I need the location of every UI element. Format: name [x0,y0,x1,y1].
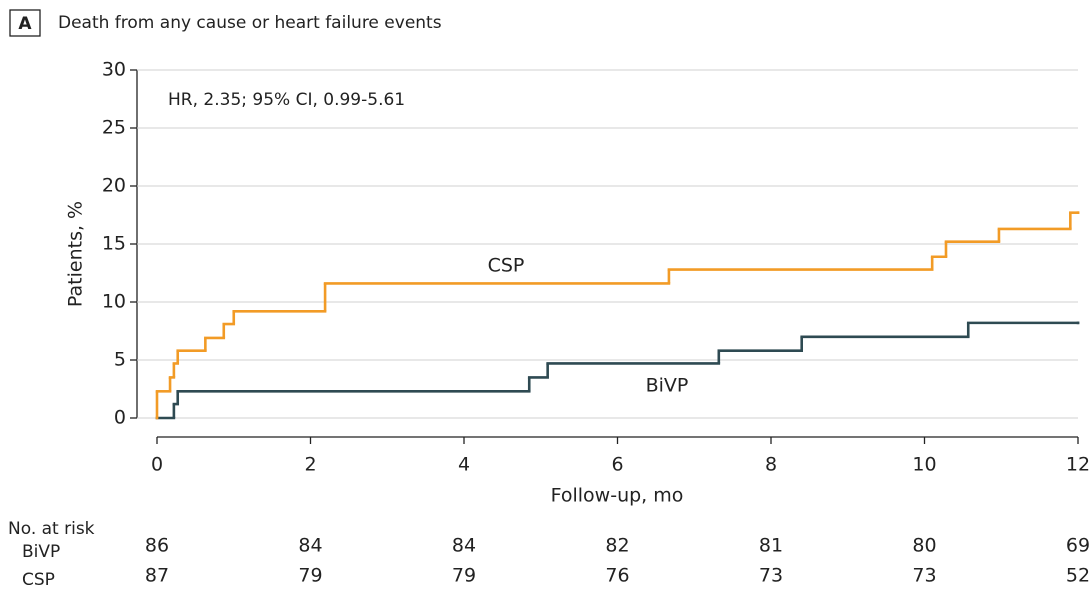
chart-title: Death from any cause or heart failure ev… [58,13,442,33]
panel-box [9,9,41,37]
series-label: CSP [488,255,525,277]
risk-value: 86 [145,535,169,557]
y-tick-label: 30 [102,59,126,81]
risk-value: 87 [145,565,169,587]
x-tick-label: 2 [304,454,316,476]
y-tick-label: 5 [114,349,126,371]
x-tick-label: 0 [151,454,163,476]
x-tick-label: 4 [458,454,470,476]
risk-value: 73 [912,565,936,587]
risk-table-title: No. at risk [8,519,95,539]
risk-value: 81 [759,535,783,557]
risk-value: 76 [605,565,629,587]
risk-value: 79 [452,565,476,587]
y-tick-label: 0 [114,407,126,429]
risk-value: 52 [1066,565,1090,587]
y-tick-label: 25 [102,117,126,139]
risk-value: 84 [298,535,322,557]
risk-value: 80 [912,535,936,557]
risk-value: 69 [1066,535,1090,557]
x-tick-label: 12 [1066,454,1090,476]
risk-value: 84 [452,535,476,557]
x-axis-label: Follow-up, mo [551,485,684,507]
annotation: HR, 2.35; 95% CI, 0.99-5.61 [168,90,405,110]
risk-value: 79 [298,565,322,587]
risk-row-label: CSP [22,570,55,590]
risk-row-label: BiVP [22,542,60,562]
x-tick-label: 10 [912,454,936,476]
risk-value: 82 [605,535,629,557]
risk-value: 73 [759,565,783,587]
panel-label: A [18,14,32,34]
y-tick-label: 10 [102,291,126,313]
series-label: BiVP [646,375,689,397]
x-tick-label: 8 [765,454,777,476]
y-tick-label: 15 [102,233,126,255]
y-axis-label: Patients, % [65,201,87,307]
x-tick-label: 6 [611,454,623,476]
y-tick-label: 20 [102,175,126,197]
